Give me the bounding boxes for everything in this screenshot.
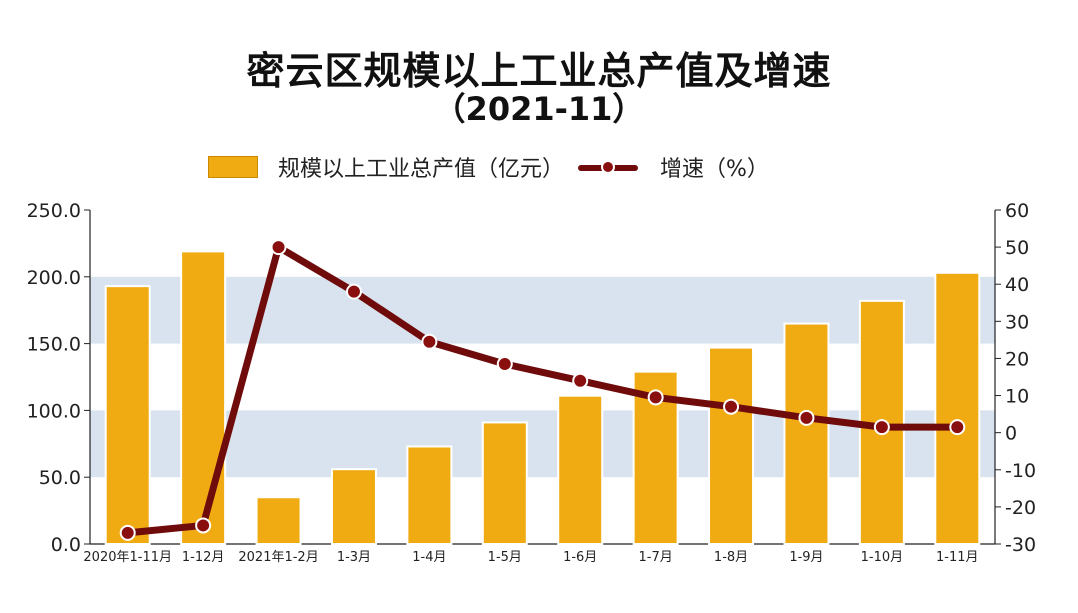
legend: 规模以上工业总产值（亿元） 增速（%） <box>208 152 769 182</box>
y2-tick-label: 0 <box>1005 423 1017 445</box>
y2-tick-label: -10 <box>1005 460 1036 482</box>
y-tick-label: 0.0 <box>51 534 81 556</box>
y2-tick-label: 40 <box>1005 274 1029 296</box>
x-tick-label: 1-12月 <box>182 550 225 565</box>
chart-subtitle: （2021-11） <box>433 90 645 128</box>
y-tick-label: 100.0 <box>27 400 81 422</box>
bar <box>934 271 981 545</box>
y2-tick-label: 10 <box>1005 386 1029 408</box>
x-tick-label: 1-9月 <box>789 550 823 565</box>
y-tick-label: 250.0 <box>27 200 81 222</box>
y2-tick-label: 20 <box>1005 348 1029 370</box>
x-tick-label: 1-5月 <box>488 550 522 565</box>
y2-tick-label: -30 <box>1005 534 1036 556</box>
growth-point <box>798 409 815 426</box>
bar <box>481 421 528 546</box>
legend-line-swatch <box>578 155 639 179</box>
y2-tick-label: 50 <box>1005 237 1029 259</box>
bar <box>406 445 453 545</box>
x-tick-label: 2021年1-2月 <box>238 550 318 565</box>
bar <box>708 346 755 545</box>
legend-bar-label: 规模以上工业总产值（亿元） <box>278 157 565 182</box>
x-tick-label: 1-7月 <box>639 550 673 565</box>
growth-point <box>496 356 513 373</box>
legend-line-label: 增速（%） <box>660 157 769 182</box>
x-tick-label: 1-3月 <box>337 550 371 565</box>
bar <box>557 394 604 546</box>
growth-point <box>949 419 966 436</box>
bar <box>180 250 227 546</box>
y2-tick-label: -20 <box>1005 497 1036 519</box>
x-tick-label: 1-6月 <box>563 550 597 565</box>
growth-point <box>119 524 136 541</box>
growth-point <box>723 398 740 415</box>
y-tick-label: 50.0 <box>39 467 81 489</box>
x-tick-label: 1-11月 <box>936 550 979 565</box>
y2-tick-label: 30 <box>1005 311 1029 333</box>
x-tick-label: 2020年1-11月 <box>83 550 172 565</box>
growth-point <box>873 419 890 436</box>
y-tick-label: 150.0 <box>27 334 81 356</box>
x-tick-label: 1-10月 <box>861 550 904 565</box>
legend-bar-swatch <box>208 156 258 178</box>
growth-point <box>270 239 287 256</box>
x-tick-label: 1-8月 <box>714 550 748 565</box>
bar <box>783 322 830 545</box>
growth-point <box>195 517 212 534</box>
bar <box>255 496 302 545</box>
growth-point <box>647 389 664 406</box>
x-tick-label: 1-4月 <box>412 550 446 565</box>
bar <box>330 468 377 545</box>
grid-band <box>90 276 995 344</box>
chart-title: 密云区规模以上工业总产值及增速 <box>246 49 832 93</box>
y-tick-label: 200.0 <box>27 267 81 289</box>
y2-tick-label: 60 <box>1005 200 1029 222</box>
bar <box>104 285 151 545</box>
growth-point <box>421 333 438 350</box>
growth-point <box>345 283 362 300</box>
growth-line <box>124 243 961 537</box>
growth-point <box>572 372 589 389</box>
